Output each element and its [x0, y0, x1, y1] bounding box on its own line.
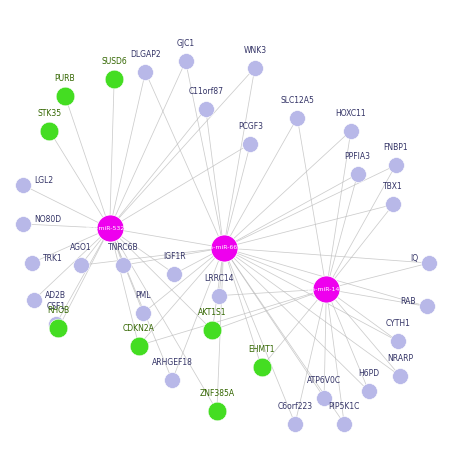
Point	[246, 140, 254, 147]
Text: AD2B: AD2B	[45, 291, 66, 300]
Text: TNRC6B: TNRC6B	[108, 243, 138, 252]
Text: RHOB: RHOB	[47, 306, 69, 315]
Point	[220, 244, 228, 252]
Text: hsa-miR-663a: hsa-miR-663a	[202, 246, 245, 250]
Point	[110, 75, 118, 82]
Point	[135, 342, 143, 349]
Text: IGF1R: IGF1R	[163, 252, 186, 261]
Point	[119, 262, 127, 269]
Point	[293, 114, 301, 121]
Point	[55, 324, 62, 332]
Text: AKT1S1: AKT1S1	[198, 308, 227, 317]
Point	[423, 303, 430, 310]
Text: SLC12A5: SLC12A5	[280, 96, 314, 105]
Point	[291, 420, 299, 428]
Point	[390, 201, 397, 208]
Text: IQ: IQ	[410, 254, 418, 263]
Point	[258, 364, 265, 371]
Text: LRRC14: LRRC14	[204, 273, 234, 283]
Point	[425, 259, 433, 267]
Text: hsa-miR-532-5p: hsa-miR-532-5p	[85, 226, 135, 231]
Point	[28, 259, 36, 267]
Point	[251, 64, 259, 72]
Point	[30, 296, 37, 304]
Text: PURB: PURB	[55, 74, 75, 83]
Text: DLGAP2: DLGAP2	[130, 50, 161, 59]
Point	[394, 337, 401, 345]
Point	[215, 292, 223, 300]
Point	[320, 394, 328, 401]
Text: STK35: STK35	[37, 109, 62, 118]
Point	[77, 262, 84, 269]
Text: PCGF3: PCGF3	[238, 122, 263, 131]
Text: C11orf87: C11orf87	[188, 87, 223, 96]
Text: PML: PML	[136, 291, 151, 300]
Point	[61, 92, 69, 100]
Point	[392, 162, 400, 169]
Point	[365, 387, 373, 395]
Point	[322, 285, 330, 293]
Point	[354, 170, 361, 178]
Text: ARHGEF18: ARHGEF18	[152, 358, 192, 367]
Text: CYTH1: CYTH1	[385, 319, 410, 328]
Point	[340, 420, 348, 428]
Text: RAB: RAB	[400, 298, 416, 307]
Point	[142, 68, 149, 76]
Text: ZNF385A: ZNF385A	[200, 389, 235, 398]
Text: ATP6V0C: ATP6V0C	[307, 375, 341, 384]
Text: WNK3: WNK3	[243, 46, 266, 55]
Point	[182, 57, 190, 65]
Text: hsa-miR-1469: hsa-miR-1469	[305, 287, 348, 292]
Point	[347, 127, 355, 135]
Point	[213, 407, 221, 414]
Text: HOXC11: HOXC11	[336, 109, 366, 118]
Text: EHMT1: EHMT1	[248, 345, 275, 354]
Text: LGL2: LGL2	[34, 176, 53, 185]
Text: TBX1: TBX1	[383, 182, 403, 191]
Text: H6PD: H6PD	[358, 369, 379, 378]
Point	[209, 327, 216, 334]
Text: PPFIA3: PPFIA3	[345, 152, 371, 161]
Point	[19, 181, 27, 189]
Text: NO80D: NO80D	[34, 215, 61, 224]
Point	[46, 127, 53, 135]
Text: CSF1: CSF1	[46, 302, 66, 311]
Text: PIP5K1C: PIP5K1C	[328, 401, 360, 410]
Text: TRK1: TRK1	[43, 254, 63, 263]
Text: NRARP: NRARP	[387, 354, 413, 363]
Point	[19, 220, 27, 228]
Point	[396, 372, 404, 380]
Point	[106, 225, 113, 232]
Point	[202, 105, 210, 113]
Text: AGO1: AGO1	[70, 243, 91, 252]
Point	[139, 309, 147, 317]
Text: SUSD6: SUSD6	[101, 56, 127, 65]
Point	[52, 320, 60, 328]
Text: FNBP1: FNBP1	[383, 143, 408, 152]
Point	[168, 376, 176, 384]
Text: C6orf223: C6orf223	[277, 401, 313, 410]
Point	[171, 270, 178, 278]
Text: CDKN2A: CDKN2A	[123, 324, 155, 332]
Text: GJC1: GJC1	[177, 39, 195, 48]
